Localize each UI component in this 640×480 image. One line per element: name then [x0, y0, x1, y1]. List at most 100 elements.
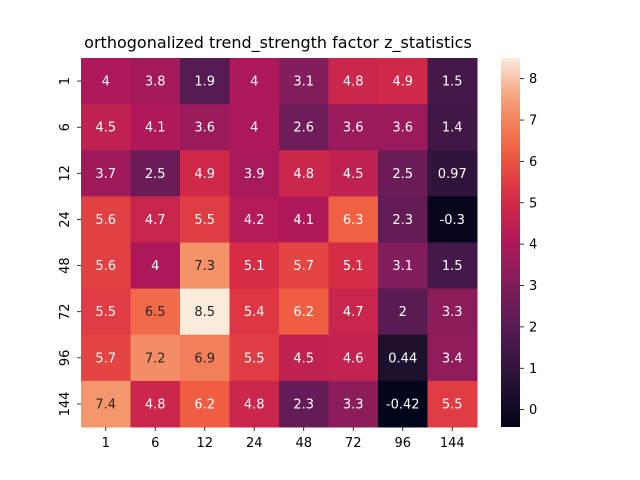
heatmap-cell — [328, 196, 379, 243]
heatmap-cell — [427, 196, 478, 243]
colorbar-tick-label: 6 — [529, 155, 537, 170]
cell-value-label: 0.97 — [438, 167, 467, 182]
colorbar — [501, 58, 520, 427]
heatmap-cell — [328, 58, 379, 105]
cell-value-label: 4.8 — [343, 75, 364, 90]
heatmap-cell — [229, 150, 280, 197]
heatmap-cell — [378, 196, 428, 243]
y-tick-label: 1 — [58, 77, 73, 85]
heatmap-cell — [229, 242, 280, 290]
cell-value-label: 6.9 — [194, 351, 215, 366]
cell-value-label: 0.44 — [388, 351, 417, 366]
heatmap-cell — [81, 242, 131, 290]
cell-value-label: 3.6 — [343, 121, 364, 136]
heatmap-cell — [279, 334, 329, 382]
heatmap-cell — [328, 104, 379, 151]
cell-value-label: 2 — [399, 305, 407, 320]
x-tick-label: 144 — [440, 436, 465, 451]
heatmap-cell — [130, 334, 181, 382]
cell-value-label: 4.2 — [244, 213, 265, 228]
cell-value-label: 6.2 — [194, 397, 215, 412]
heatmap-cell — [81, 380, 131, 428]
heatmap-cell — [180, 334, 230, 382]
heatmap-cell — [229, 196, 280, 243]
cell-value-label: 4.8 — [293, 167, 314, 182]
heatmap-cell — [180, 288, 230, 336]
heatmap-cell — [180, 104, 230, 151]
y-tick-label: 48 — [58, 257, 73, 274]
heatmap-cell — [229, 380, 280, 428]
heatmap-cell — [378, 334, 428, 382]
heatmap-cell — [279, 380, 329, 428]
cell-value-label: 5.7 — [293, 259, 314, 274]
colorbar-tick-label: 1 — [529, 362, 537, 377]
cell-value-label: 5.5 — [244, 351, 265, 366]
heatmap-cell — [81, 196, 131, 243]
heatmap-cell — [279, 196, 329, 243]
heatmap-cell — [279, 242, 329, 290]
heatmap-cell — [427, 242, 478, 290]
cell-value-label: 3.6 — [392, 121, 413, 136]
cell-value-label: 8.5 — [194, 305, 215, 320]
heatmap-cell — [378, 288, 428, 336]
heatmap-cell — [328, 334, 379, 382]
heatmap-cell — [427, 150, 478, 197]
heatmap-cell — [81, 58, 131, 105]
heatmap-cell — [427, 58, 478, 105]
y-tick-label: 24 — [58, 211, 73, 228]
cell-value-label: 5.5 — [194, 213, 215, 228]
cell-value-label: 4 — [250, 121, 258, 136]
cell-value-label: 4 — [102, 75, 110, 90]
cell-value-label: 3.7 — [95, 167, 116, 182]
cell-value-label: 7.3 — [194, 259, 215, 274]
cell-value-label: 1.4 — [442, 121, 463, 136]
heatmap-cell — [229, 334, 280, 382]
cell-value-label: 2.6 — [293, 121, 314, 136]
cell-value-label: 5.5 — [442, 397, 463, 412]
heatmap-cell — [279, 58, 329, 105]
cell-value-label: 2.3 — [392, 213, 413, 228]
heatmap-cell — [328, 380, 379, 428]
cell-value-label: 6.2 — [293, 305, 314, 320]
heatmap-cell — [130, 150, 181, 197]
cell-value-label: 4.9 — [392, 75, 413, 90]
cell-value-label: 7.2 — [145, 351, 166, 366]
heatmap-cell — [328, 288, 379, 336]
x-tick-label: 72 — [345, 436, 362, 451]
heatmap-cell — [180, 58, 230, 105]
cell-value-label: 4.5 — [95, 121, 116, 136]
heatmap-cell — [378, 242, 428, 290]
x-tick-label: 96 — [394, 436, 411, 451]
x-tick-label: 6 — [151, 436, 159, 451]
heatmap-cell — [279, 104, 329, 151]
heatmap-cell — [229, 104, 280, 151]
heatmap-cell — [229, 288, 280, 336]
colorbar-tick-label: 7 — [529, 114, 537, 129]
x-tick-label: 24 — [246, 436, 263, 451]
cell-value-label: 4.9 — [194, 167, 215, 182]
heatmap-cell — [279, 288, 329, 336]
cell-value-label: 6.5 — [145, 305, 166, 320]
cell-value-label: 3.9 — [244, 167, 265, 182]
x-tick-label: 12 — [196, 436, 213, 451]
cell-value-label: 2.5 — [145, 167, 166, 182]
cell-value-label: 3.4 — [442, 351, 463, 366]
cell-value-label: 5.1 — [244, 259, 265, 274]
cell-value-label: 3.1 — [293, 75, 314, 90]
cell-value-label: 4.8 — [145, 397, 166, 412]
cell-value-label: 5.7 — [95, 351, 116, 366]
cell-value-label: 1.9 — [194, 75, 215, 90]
cell-value-label: 7.4 — [95, 397, 116, 412]
cell-value-label: 3.3 — [343, 397, 364, 412]
heatmap-cell — [81, 150, 131, 197]
cell-value-label: 4.7 — [343, 305, 364, 320]
cell-value-label: 4.8 — [244, 397, 265, 412]
colorbar-tick-label: 5 — [529, 196, 537, 211]
cell-value-label: 1.5 — [442, 259, 463, 274]
heatmap-cell — [81, 288, 131, 336]
x-tick-label: 1 — [102, 436, 110, 451]
heatmap-cell — [81, 104, 131, 151]
colorbar-tick-label: 2 — [529, 320, 537, 335]
cell-value-label: 1.5 — [442, 75, 463, 90]
cell-value-label: 5.6 — [95, 259, 116, 274]
